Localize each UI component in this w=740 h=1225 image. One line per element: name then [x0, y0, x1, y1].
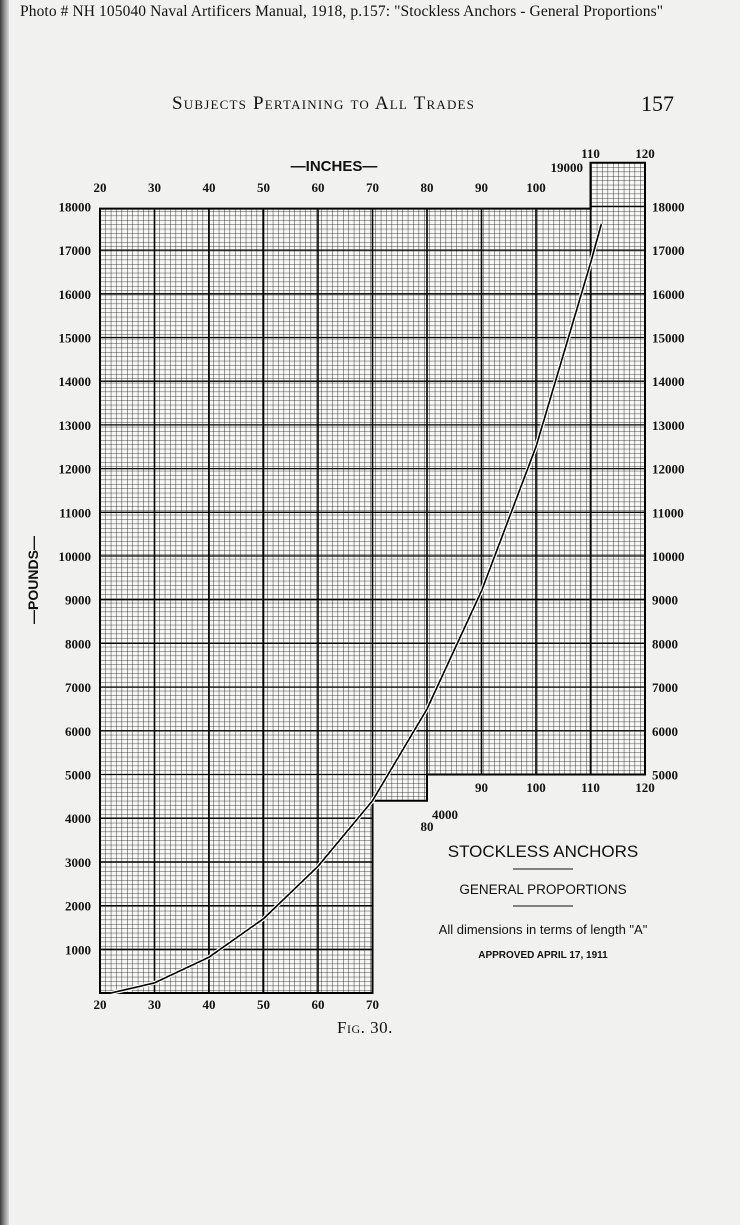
page-number: 157 — [641, 91, 674, 116]
x-tick-top-right: 110 — [581, 146, 600, 161]
y-tick-right: 15000 — [652, 331, 685, 346]
x-tick-top: 50 — [257, 180, 270, 195]
y-tick-left: 16000 — [59, 287, 92, 302]
y-tick-right: 9000 — [652, 593, 678, 608]
x-tick-top: 80 — [421, 180, 434, 195]
y-tick-right: 10000 — [652, 549, 685, 564]
y-tick-left: 18000 — [59, 199, 92, 214]
chart-title: STOCKLESS ANCHORS — [448, 842, 639, 861]
y-tick-right: 7000 — [652, 680, 678, 695]
running-head: Subjects Pertaining to All Trades — [172, 93, 476, 114]
plot-border — [99, 161, 646, 994]
y-tick-left: 10000 — [59, 549, 92, 564]
x-tick-top: 30 — [148, 180, 161, 195]
y-tick-left: 15000 — [59, 331, 92, 346]
y-tick-left: 9000 — [65, 593, 91, 608]
chart-subtitle: GENERAL PROPORTIONS — [459, 882, 626, 897]
x-tick-bottom: 40 — [203, 997, 216, 1012]
y-tick-left: 1000 — [65, 942, 91, 957]
x-tick-bottom: 60 — [312, 997, 325, 1012]
chart-grid — [99, 161, 646, 994]
y-tick-left: 13000 — [59, 418, 92, 433]
major-grid — [100, 162, 645, 993]
y-tick-right: 13000 — [652, 418, 685, 433]
figure-label: Fig. 30. — [337, 1018, 393, 1037]
y-tick-left: 14000 — [59, 374, 92, 389]
y-tick-right: 8000 — [652, 636, 678, 651]
y-tick-left: 3000 — [65, 855, 91, 870]
x-tick-step: 120 — [635, 780, 655, 795]
chart-tick-labels: 20 30 40 50 60 70 80 90 100 110 120 20 30 40 50 60 70 80 9… — [59, 146, 685, 1012]
y-tick-left: 7000 — [65, 680, 91, 695]
y-tick-right: 6000 — [652, 724, 678, 739]
y-tick-left: 11000 — [59, 505, 91, 520]
x-tick-top: 40 — [203, 180, 216, 195]
x-tick-top: 70 — [366, 180, 379, 195]
y-axis-label: —POUNDS— — [25, 536, 41, 624]
photo-caption: Photo # NH 105040 Naval Artificers Manua… — [20, 3, 664, 20]
y-tick-left: 6000 — [65, 724, 91, 739]
y-tick-right: 17000 — [652, 243, 685, 258]
y-tick-right: 18000 — [652, 199, 685, 214]
y-tick-right: 11000 — [652, 505, 684, 520]
y-tick-left: 8000 — [65, 636, 91, 651]
x-tick-step: 100 — [526, 780, 546, 795]
chart-curve-group — [110, 223, 604, 995]
y-tick-right: 12000 — [652, 462, 685, 477]
x-tick-top: 100 — [526, 180, 546, 195]
y-tick-left: 12000 — [59, 462, 92, 477]
x-tick-step: 90 — [475, 780, 488, 795]
y-tick-right: 14000 — [652, 374, 685, 389]
x-tick-step: 110 — [581, 780, 600, 795]
page-edge-shadow — [0, 0, 9, 1225]
x-tick-bottom: 50 — [257, 997, 270, 1012]
y-tick-left: 4000 — [65, 811, 91, 826]
x-tick-bottom: 30 — [148, 997, 161, 1012]
y-tick-right: 5000 — [652, 768, 678, 783]
y-tick-top: 19000 — [551, 160, 584, 175]
x-tick-top: 20 — [94, 180, 107, 195]
chart-note: All dimensions in terms of length "A" — [439, 922, 648, 937]
y-tick-left: 5000 — [65, 768, 91, 783]
y-tick-step: 4000 — [432, 807, 458, 822]
y-tick-left: 17000 — [59, 243, 92, 258]
x-tick-top: 60 — [312, 180, 325, 195]
x-tick-step: 80 — [421, 819, 434, 834]
x-axis-label: —INCHES— — [291, 158, 378, 175]
x-tick-top: 90 — [475, 180, 488, 195]
chart-text: —INCHES— —POUNDS— STOCKLESS ANCHORS GENE… — [25, 158, 648, 961]
proportion-curve — [110, 223, 603, 994]
y-tick-right: 16000 — [652, 287, 685, 302]
x-tick-bottom: 20 — [94, 997, 107, 1012]
x-tick-bottom: 70 — [366, 997, 379, 1012]
y-tick-left: 2000 — [65, 899, 91, 914]
chart-approval: APPROVED APRIL 17, 1911 — [478, 950, 608, 961]
x-tick-top-right: 120 — [635, 146, 655, 161]
